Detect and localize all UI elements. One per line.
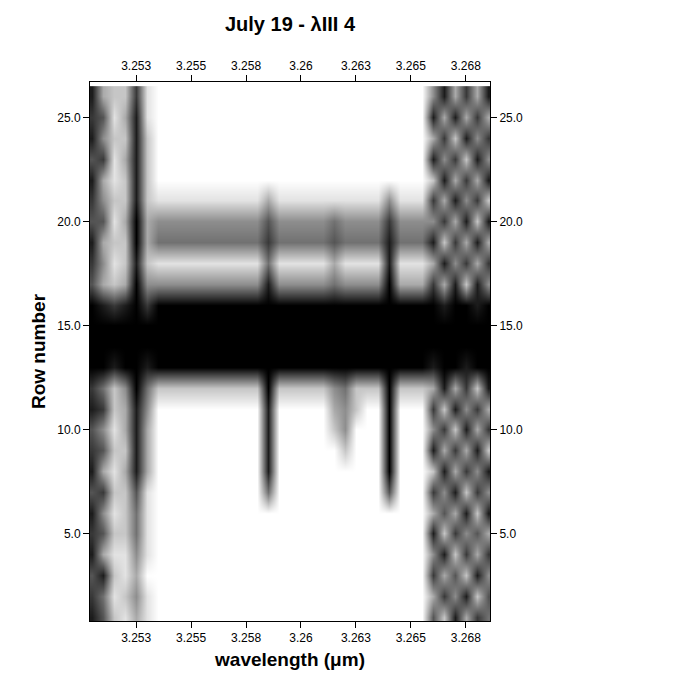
svg-text:15.0: 15.0 bbox=[57, 319, 81, 333]
svg-text:10.0: 10.0 bbox=[57, 423, 81, 437]
svg-text:25.0: 25.0 bbox=[499, 111, 523, 125]
svg-text:3.263: 3.263 bbox=[341, 59, 371, 73]
svg-text:5.0: 5.0 bbox=[64, 527, 81, 541]
svg-text:3.265: 3.265 bbox=[396, 59, 426, 73]
svg-text:20.0: 20.0 bbox=[57, 215, 81, 229]
svg-text:3.263: 3.263 bbox=[341, 631, 371, 645]
svg-text:Row number: Row number bbox=[28, 293, 49, 409]
svg-text:3.258: 3.258 bbox=[231, 631, 261, 645]
svg-text:July 19 - λIII 4: July 19 - λIII 4 bbox=[225, 13, 356, 35]
svg-text:5.0: 5.0 bbox=[499, 527, 516, 541]
svg-text:10.0: 10.0 bbox=[499, 423, 523, 437]
svg-text:3.265: 3.265 bbox=[396, 631, 426, 645]
svg-text:3.255: 3.255 bbox=[176, 631, 206, 645]
svg-text:3.253: 3.253 bbox=[121, 631, 151, 645]
svg-text:3.253: 3.253 bbox=[121, 59, 151, 73]
svg-text:3.268: 3.268 bbox=[451, 59, 481, 73]
svg-text:20.0: 20.0 bbox=[499, 215, 523, 229]
svg-text:3.255: 3.255 bbox=[176, 59, 206, 73]
svg-text:3.26: 3.26 bbox=[289, 631, 313, 645]
svg-text:3.258: 3.258 bbox=[231, 59, 261, 73]
svg-text:3.26: 3.26 bbox=[289, 59, 313, 73]
svg-text:25.0: 25.0 bbox=[57, 111, 81, 125]
svg-text:wavelength (μm): wavelength (μm) bbox=[214, 649, 365, 670]
svg-text:3.268: 3.268 bbox=[451, 631, 481, 645]
svg-text:15.0: 15.0 bbox=[499, 319, 523, 333]
